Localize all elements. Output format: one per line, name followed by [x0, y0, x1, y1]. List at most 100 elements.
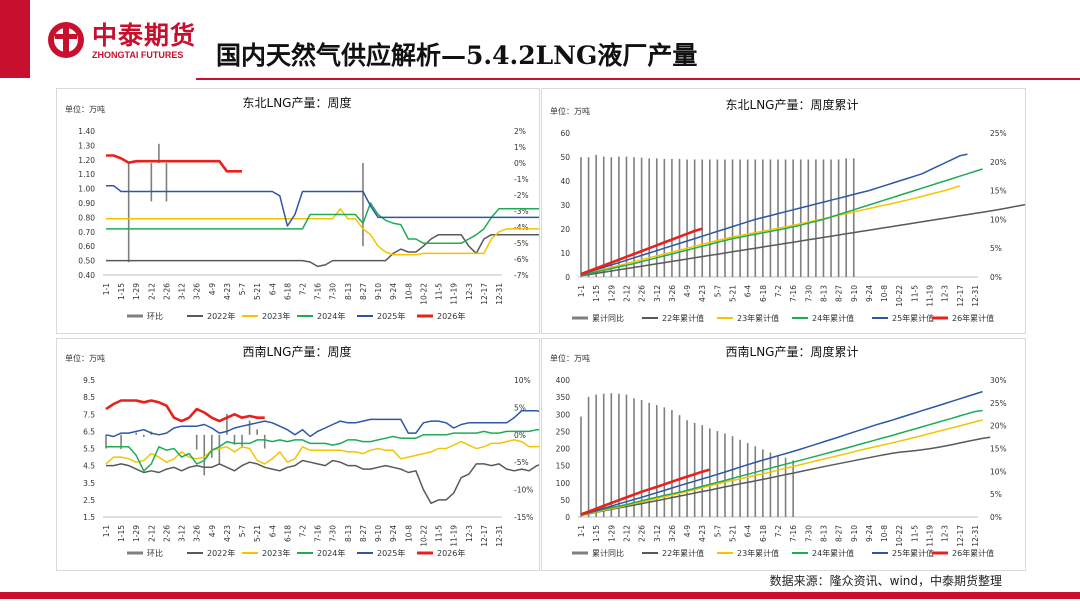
x-tick-label: 2-12 — [622, 525, 631, 542]
x-tick-label: 8-13 — [344, 283, 353, 300]
x-tick-label: 3-12 — [653, 525, 662, 542]
change-bar — [709, 159, 711, 277]
x-tick-label: 6-18 — [759, 285, 768, 302]
page-title: 国内天然气供应解析—5.4.2LNG液厂产量 — [216, 41, 698, 70]
change-bar — [807, 159, 810, 277]
change-bar — [218, 434, 221, 465]
x-tick-label: 12-31 — [495, 283, 504, 305]
change-bar — [211, 434, 213, 458]
unit-label: 单位：万吨 — [550, 106, 590, 116]
x-tick-label: 7-16 — [789, 525, 798, 542]
chart-title: 西南LNG产量：周度累计 — [726, 344, 859, 359]
x-tick-label: 6-4 — [744, 285, 753, 297]
change-bar — [655, 158, 658, 277]
x-tick-label: 4-9 — [208, 283, 217, 295]
chart-panel-sw-cumulative: 西南LNG产量：周度累计 单位：万吨 0 50 100 150 200 250 300 350 40… — [541, 338, 1026, 571]
change-bar — [233, 434, 236, 445]
y-tick-label: 50 — [560, 496, 570, 505]
x-tick-label: 10-22 — [895, 525, 904, 547]
x-tick-label: 10-8 — [880, 525, 889, 542]
x-tick-label: 8-27 — [835, 285, 844, 302]
x-tick-label: 1-1 — [102, 525, 111, 537]
y2-tick-label: 0% — [514, 431, 526, 440]
y2-tick-label: -7% — [514, 271, 529, 280]
y-tick-label: 1.5 — [83, 513, 95, 522]
x-tick-label: 1-1 — [102, 283, 111, 295]
y-tick-label: 200 — [556, 445, 571, 454]
x-tick-label: 9-10 — [850, 285, 859, 302]
legend-label: 22年累计值 — [662, 548, 704, 558]
change-bar — [746, 443, 749, 517]
change-bar — [580, 157, 582, 277]
change-bar — [625, 156, 628, 277]
y2-tick-label: 2% — [514, 127, 526, 136]
x-tick-label: 7-2 — [774, 525, 783, 537]
x-tick-label: 4-23 — [698, 285, 707, 302]
logo-english-name: ZHONGTAI FUTURES — [92, 50, 184, 60]
series-line-s2022 — [580, 436, 991, 517]
x-tick-label: 12-17 — [480, 283, 489, 305]
legend-label: 2023年 — [262, 311, 290, 321]
x-tick-label: 11-19 — [450, 283, 459, 305]
legend-label: 2022年 — [207, 311, 235, 321]
chart-panel-sw-weekly: 西南LNG产量：周度 单位：万吨 1.5 2.5 3.5 4.5 5.5 6.5 7.5 8.5 9… — [56, 338, 540, 571]
change-bar — [203, 434, 206, 476]
x-tick-label: 10-22 — [895, 285, 904, 307]
change-bar — [633, 157, 635, 277]
x-tick-label: 8-27 — [359, 525, 368, 542]
x-tick-label: 12-31 — [971, 285, 980, 307]
change-bar — [640, 157, 643, 277]
x-tick-label: 10-8 — [880, 285, 889, 302]
series-line-s2026 — [580, 468, 711, 516]
header-divider — [196, 78, 1080, 80]
x-tick-label: 3-12 — [178, 283, 187, 300]
x-tick-label: 11-5 — [435, 283, 444, 300]
y-tick-label: 1.10 — [78, 170, 95, 179]
y-tick-label: 0.40 — [78, 271, 95, 280]
legend-label: 22年累计值 — [662, 313, 704, 323]
x-tick-label: 12-31 — [495, 525, 504, 547]
change-bar — [580, 416, 582, 517]
x-tick-label: 7-2 — [299, 283, 308, 295]
change-bar — [142, 434, 145, 437]
y2-tick-label: 5% — [990, 244, 1002, 253]
x-tick-label: 12-3 — [465, 525, 474, 542]
y-tick-label: 0.70 — [78, 228, 95, 237]
change-bar — [784, 457, 787, 517]
series-line-s2025 — [580, 390, 983, 516]
y-tick-label: 0 — [565, 273, 570, 282]
legend-label: 2023年 — [262, 548, 290, 558]
series-line-s2025 — [106, 184, 539, 227]
change-bar — [127, 163, 130, 263]
x-tick-label: 12-3 — [465, 283, 474, 300]
legend-label: 2022年 — [207, 548, 235, 558]
y2-tick-label: -5% — [514, 239, 529, 248]
legend-label: 23年累计值 — [737, 548, 779, 558]
brand-bottom-bar — [0, 592, 1080, 599]
change-bar — [693, 422, 696, 517]
y-tick-label: 0.60 — [78, 242, 95, 251]
y-tick-label: 7.5 — [83, 410, 95, 419]
x-tick-label: 3-12 — [653, 285, 662, 302]
change-bar — [120, 434, 122, 450]
change-bar — [671, 158, 673, 277]
y-tick-label: 10 — [560, 249, 570, 258]
x-tick-label: 2-12 — [147, 525, 156, 542]
change-bar — [587, 157, 590, 277]
x-tick-label: 6-4 — [268, 283, 277, 295]
y-tick-label: 100 — [556, 479, 571, 488]
series-line-s2023 — [105, 439, 539, 465]
change-bar — [777, 159, 779, 277]
x-tick-label: 5-7 — [238, 525, 247, 537]
legend-label: 2026年 — [437, 548, 465, 558]
chart-panel-ne-cumulative: 东北LNG产量：周度累计 单位：万吨 0 10 20 30 40 50 60 0% 5% 10% 15%… — [541, 88, 1026, 334]
x-tick-label: 3-26 — [193, 283, 202, 300]
x-tick-label: 5-21 — [253, 525, 262, 542]
x-tick-label: 4-9 — [683, 525, 692, 537]
y-tick-label: 8.5 — [83, 393, 95, 402]
x-tick-label: 11-19 — [926, 525, 935, 547]
legend-label: 2025年 — [377, 548, 405, 558]
y2-tick-label: 10% — [990, 467, 1007, 476]
y-tick-label: 40 — [560, 177, 570, 186]
